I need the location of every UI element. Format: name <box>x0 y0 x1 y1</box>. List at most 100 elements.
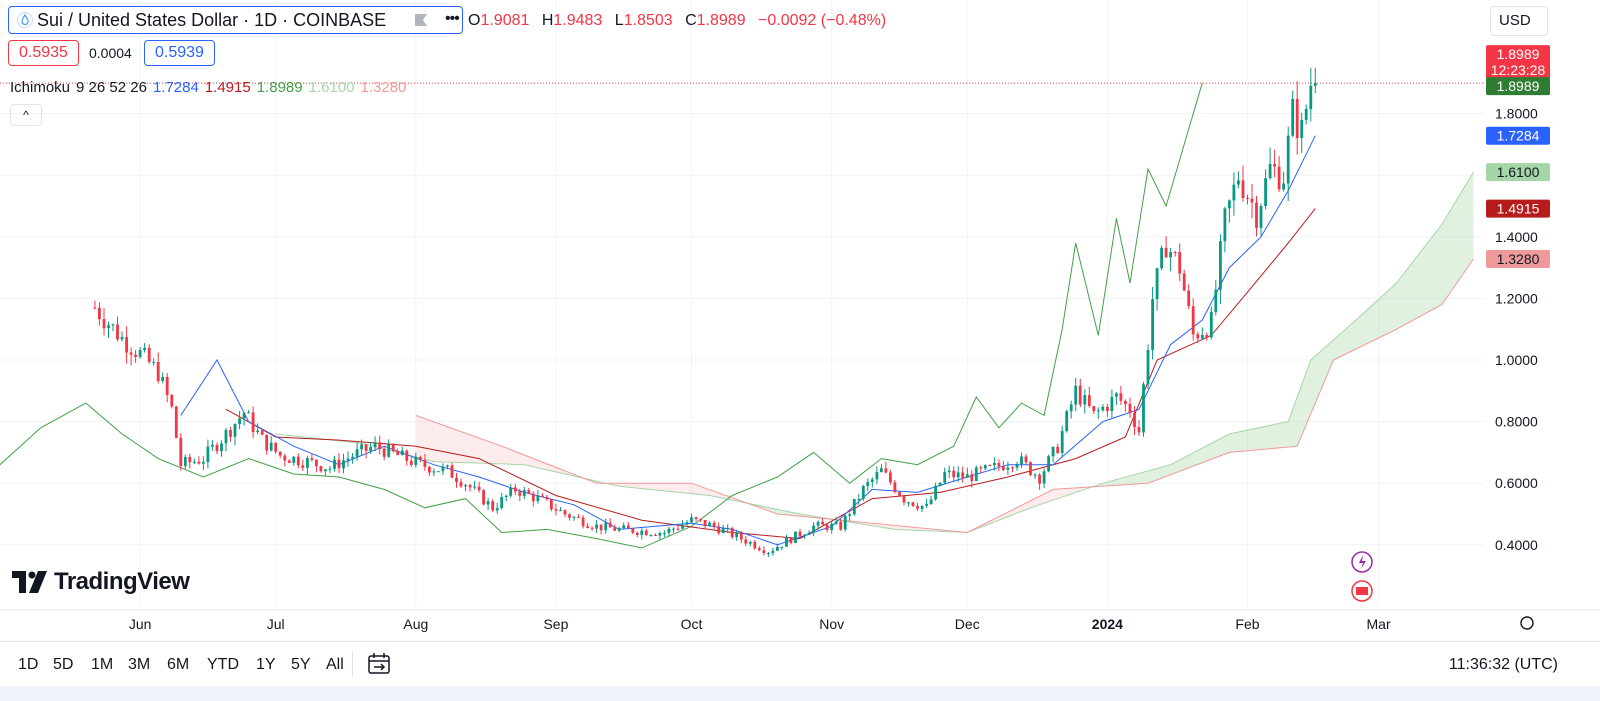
candle-body <box>821 521 824 525</box>
range-1y-button[interactable]: 1Y <box>256 656 276 673</box>
candle-body <box>351 456 354 459</box>
candle-body <box>1250 198 1254 203</box>
candle-body <box>929 499 933 505</box>
candle-body <box>1029 462 1032 475</box>
more-dots-icon[interactable]: ••• <box>445 10 460 27</box>
candle-body <box>735 532 739 538</box>
candle-body <box>355 449 359 457</box>
candle-body <box>1295 98 1299 138</box>
candle-body <box>342 460 345 469</box>
candle-body <box>1015 464 1019 468</box>
candle-body <box>667 528 671 533</box>
candle-body <box>296 456 300 466</box>
candle-body <box>310 458 314 460</box>
candle-body <box>1300 119 1304 138</box>
close-value: 1.8989 <box>696 12 746 29</box>
candle-body <box>739 532 743 540</box>
symbol-legend[interactable]: Sui / United States Dollar · 1D · COINBA… <box>8 6 463 34</box>
candle-body <box>776 546 779 551</box>
time-tick-label: Jun <box>129 616 152 632</box>
range-5d-button[interactable]: 5D <box>53 656 74 673</box>
ichimoku-lines <box>0 82 1484 549</box>
candle-body <box>1074 385 1078 405</box>
leading-b-value: 1.3280 <box>360 79 407 96</box>
range-3m-button[interactable]: 3M <box>128 656 151 673</box>
candle-body <box>852 499 856 515</box>
candle-body <box>690 517 693 523</box>
candle-body <box>699 519 702 521</box>
candle-body <box>1155 268 1159 300</box>
candle-body <box>220 443 223 452</box>
brand-name: TradingView <box>54 568 190 595</box>
price-label-badge <box>1486 250 1550 268</box>
sui-drop-icon <box>17 12 33 28</box>
candle-body <box>599 524 603 531</box>
conversion-value: 1.7284 <box>152 79 199 96</box>
range-1m-button[interactable]: 1M <box>91 656 114 673</box>
candle-body <box>1151 299 1154 350</box>
utc-clock[interactable]: 11:36:32 (UTC) <box>1448 656 1558 673</box>
price-tick-label: 1.4000 <box>1495 229 1538 245</box>
candle-body <box>1024 456 1028 463</box>
range-5y-button[interactable]: 5Y <box>291 656 311 673</box>
candle-body <box>1065 411 1069 432</box>
candle-body <box>581 517 585 527</box>
candle-body <box>1011 467 1014 469</box>
candle-body <box>518 491 522 496</box>
candle-body <box>1205 335 1209 338</box>
candle-body <box>202 461 205 464</box>
tradingview-logo[interactable]: TradingView <box>12 568 190 596</box>
candle-body <box>762 550 766 553</box>
candle-body <box>803 534 806 537</box>
candle-body <box>1051 446 1055 457</box>
candle-body <box>229 430 232 437</box>
candle-body <box>522 490 526 496</box>
candle-body <box>857 499 861 500</box>
candle-body <box>1304 109 1308 120</box>
candle-body <box>93 307 97 309</box>
candle-body <box>595 524 598 529</box>
candle-body <box>179 437 183 466</box>
price-label-text: 1.8989 <box>1497 78 1540 94</box>
price-label-text: 1.8989 <box>1497 46 1540 62</box>
candle-body <box>861 486 865 499</box>
change-value: −0.0092 (−0.48%) <box>758 12 887 29</box>
buy-button[interactable]: 0.5939 <box>144 40 215 66</box>
calendar-range-icon[interactable] <box>366 652 392 676</box>
range-all-button[interactable]: All <box>326 656 344 673</box>
candle-body <box>685 522 689 525</box>
candle-body <box>238 418 241 425</box>
candle-body <box>333 459 336 469</box>
range-1d-button[interactable]: 1D <box>18 656 39 673</box>
chart-area[interactable]: 1.80001.60001.40001.20001.00000.80000.60… <box>0 0 1600 641</box>
ichimoku-legend[interactable]: Ichimoku 9 26 52 26 1.7284 1.4915 1.8989 1.61… <box>10 79 412 96</box>
candle-body <box>1106 406 1109 411</box>
candle-body <box>884 468 888 473</box>
candle-body <box>771 550 775 554</box>
candle-body <box>965 474 969 478</box>
range-6m-button[interactable]: 6M <box>167 656 190 673</box>
candle-body <box>536 495 540 502</box>
flag-icon[interactable] <box>413 12 429 28</box>
candle-body <box>1083 395 1087 405</box>
leading-a-value: 1.6100 <box>308 79 355 96</box>
candle-body <box>319 466 323 472</box>
currency-button[interactable]: USD <box>1490 6 1548 36</box>
range-ytd-button[interactable]: YTD <box>207 656 239 673</box>
candle-body <box>816 521 820 526</box>
candle-body <box>206 446 210 462</box>
sell-button[interactable]: 0.5935 <box>8 40 79 66</box>
candle-body <box>866 482 870 487</box>
candle-body <box>663 532 666 534</box>
candle-body <box>870 479 874 483</box>
candle-body <box>324 469 327 472</box>
candle-body <box>287 460 291 463</box>
candle-body <box>369 447 372 451</box>
collapse-legend-button[interactable]: ^ <box>10 104 42 126</box>
candle-body <box>147 347 151 362</box>
candle-body <box>138 350 142 357</box>
base-line <box>225 208 1316 540</box>
candle-body <box>708 522 711 526</box>
leading-span-b-line <box>415 258 1474 534</box>
candle-body <box>911 502 915 506</box>
